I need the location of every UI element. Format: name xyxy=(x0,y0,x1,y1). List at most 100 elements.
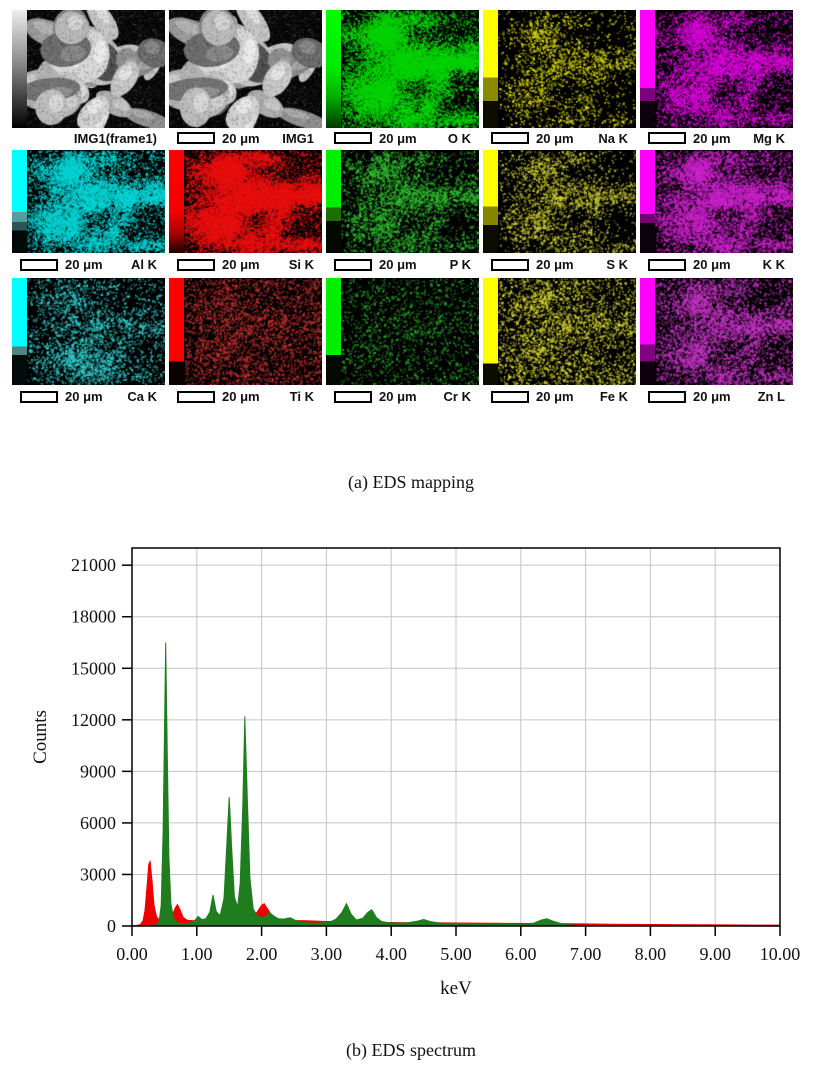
intensity-colorbar-al-k xyxy=(12,150,27,253)
element-map-cr-k xyxy=(341,278,479,385)
panel-label-fe-k: Fe K xyxy=(599,389,628,404)
panel-label-al-k: Al K xyxy=(131,257,157,272)
label-band-na-k: 20 μm Na K xyxy=(483,128,636,148)
label-band-cr-k: 20 μm Cr K xyxy=(326,385,479,408)
map-image-wrap-mg-k xyxy=(640,10,793,128)
panel-ti-k: 20 μm Ti K xyxy=(169,278,322,408)
series-green xyxy=(131,642,587,927)
label-band-mg-k: 20 μm Mg K xyxy=(640,128,793,148)
map-image-wrap-img1 xyxy=(169,10,322,128)
element-map-fe-k xyxy=(498,278,636,385)
intensity-colorbar-zn-l xyxy=(640,278,655,385)
map-image-wrap-p-k xyxy=(326,150,479,253)
map-image-wrap-na-k xyxy=(483,10,636,128)
series-red xyxy=(131,859,781,927)
panel-label-p-k: P K xyxy=(449,257,471,272)
x-tick-label: 3.00 xyxy=(311,944,343,964)
scale-bar-icon xyxy=(177,258,215,271)
panel-p-k: 20 μm P K xyxy=(326,150,479,276)
panel-label-si-k: Si K xyxy=(288,257,314,272)
intensity-colorbar-si-k xyxy=(169,150,184,253)
intensity-colorbar-p-k xyxy=(326,150,341,253)
panel-zn-l: 20 μm Zn L xyxy=(640,278,793,408)
panel-k-k: 20 μm K K xyxy=(640,150,793,276)
label-band-ca-k: 20 μm Ca K xyxy=(12,385,165,408)
scale-text: 20 μm xyxy=(693,389,731,404)
panel-label-k-k: K K xyxy=(762,257,785,272)
intensity-colorbar-ti-k xyxy=(169,278,184,385)
element-map-na-k xyxy=(498,10,636,128)
panel-label-zn-l: Zn L xyxy=(757,389,785,404)
x-tick-label: 5.00 xyxy=(440,944,472,964)
label-band-fe-k: 20 μm Fe K xyxy=(483,385,636,408)
panel-cr-k: 20 μm Cr K xyxy=(326,278,479,408)
panel-label-o-k: O K xyxy=(447,130,471,146)
panel-label-mg-k: Mg K xyxy=(753,130,785,146)
panel-label-cr-k: Cr K xyxy=(443,389,471,404)
sem-image-img1-frame1 xyxy=(27,10,165,128)
intensity-colorbar-mg-k xyxy=(640,10,655,128)
scale-text: 20 μm xyxy=(536,130,574,146)
scale-text: 20 μm xyxy=(379,130,417,146)
map-image-wrap-si-k xyxy=(169,150,322,253)
label-band-o-k: 20 μm O K xyxy=(326,128,479,148)
x-tick-label: 9.00 xyxy=(699,944,731,964)
panel-label-img1-frame1: IMG1(frame1) xyxy=(73,130,157,146)
element-map-ca-k xyxy=(27,278,165,385)
element-map-s-k xyxy=(498,150,636,253)
label-band-al-k: 20 μm Al K xyxy=(12,253,165,276)
y-tick-label: 12000 xyxy=(71,710,116,730)
element-map-k-k xyxy=(655,150,793,253)
label-band-img1: 20 μm IMG1 xyxy=(169,128,322,148)
panel-si-k: 20 μm Si K xyxy=(169,150,322,276)
mapping-row-1: IMG1(frame1) 20 μm IMG1 20 μm O K 20 μm Na K 20… xyxy=(12,10,793,148)
y-tick-label: 9000 xyxy=(80,761,116,781)
scale-text: 20 μm xyxy=(222,257,260,272)
y-tick-label: 6000 xyxy=(80,813,116,833)
scale-bar-icon xyxy=(491,258,529,271)
map-image-wrap-fe-k xyxy=(483,278,636,385)
map-image-wrap-img1-frame1 xyxy=(12,10,165,128)
x-tick-label: 10.00 xyxy=(760,944,801,964)
element-map-zn-l xyxy=(655,278,793,385)
y-tick-label: 15000 xyxy=(71,658,116,678)
element-map-p-k xyxy=(341,150,479,253)
panel-img1: 20 μm IMG1 xyxy=(169,10,322,148)
scale-text: 20 μm xyxy=(693,257,731,272)
panel-na-k: 20 μm Na K xyxy=(483,10,636,148)
mapping-row-2: 20 μm Al K 20 μm Si K 20 μm P K 20 μm S K 20 μm K… xyxy=(12,150,793,276)
panel-mg-k: 20 μm Mg K xyxy=(640,10,793,148)
x-tick-label: 6.00 xyxy=(505,944,537,964)
intensity-colorbar-img1-frame1 xyxy=(12,10,27,128)
intensity-colorbar-s-k xyxy=(483,150,498,253)
element-map-mg-k xyxy=(655,10,793,128)
x-tick-label: 1.00 xyxy=(181,944,213,964)
map-image-wrap-cr-k xyxy=(326,278,479,385)
y-tick-label: 18000 xyxy=(71,607,116,627)
element-map-al-k xyxy=(27,150,165,253)
scale-text: 20 μm xyxy=(693,130,731,146)
scale-text: 20 μm xyxy=(222,389,260,404)
scale-text: 20 μm xyxy=(379,389,417,404)
label-band-s-k: 20 μm S K xyxy=(483,253,636,276)
scale-bar-icon xyxy=(334,132,372,144)
scale-bar-icon xyxy=(491,132,529,144)
label-band-k-k: 20 μm K K xyxy=(640,253,793,276)
map-image-wrap-s-k xyxy=(483,150,636,253)
panel-label-img1: IMG1 xyxy=(282,130,314,146)
intensity-colorbar-o-k xyxy=(326,10,341,128)
sem-image-img1 xyxy=(169,10,322,128)
x-tick-label: 7.00 xyxy=(570,944,602,964)
panel-label-ca-k: Ca K xyxy=(127,389,157,404)
map-image-wrap-zn-l xyxy=(640,278,793,385)
label-band-si-k: 20 μm Si K xyxy=(169,253,322,276)
x-axis-title: keV xyxy=(440,978,472,999)
element-map-si-k xyxy=(184,150,322,253)
x-tick-label: 2.00 xyxy=(246,944,278,964)
scale-bar-icon xyxy=(177,390,215,403)
scale-bar-icon xyxy=(20,258,58,271)
panel-label-na-k: Na K xyxy=(598,130,628,146)
scale-text: 20 μm xyxy=(222,130,260,146)
scale-text: 20 μm xyxy=(379,257,417,272)
